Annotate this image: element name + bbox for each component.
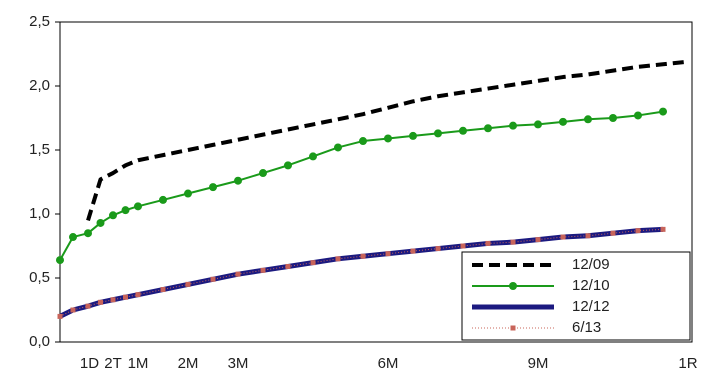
y-tick-label: 0,0	[29, 333, 50, 350]
y-tick-label: 0,5	[29, 269, 50, 286]
data-point	[585, 233, 591, 239]
data-point	[260, 267, 266, 273]
data-point	[435, 246, 441, 252]
x-tick-label: 9M	[528, 355, 549, 372]
data-point	[384, 134, 392, 143]
data-point	[360, 253, 366, 259]
x-tick-label: 6M	[378, 355, 399, 372]
data-point	[334, 143, 342, 152]
data-point	[584, 115, 592, 124]
data-point	[359, 137, 367, 146]
series-line	[86, 59, 689, 221]
data-point	[560, 234, 566, 240]
data-point	[159, 195, 167, 204]
series-line	[59, 110, 664, 261]
legend-label: 12/12	[572, 298, 610, 315]
y-tick-label: 2,5	[29, 13, 50, 30]
data-point	[659, 107, 667, 116]
x-tick-label: 1R	[678, 355, 697, 372]
x-tick-label: 1M	[128, 355, 149, 372]
data-point	[110, 297, 116, 303]
legend-marker	[509, 282, 517, 290]
data-point	[135, 292, 141, 298]
data-point	[509, 121, 517, 130]
data-point	[69, 233, 77, 242]
legend: 12/09 12/10 12/12 6/13	[461, 251, 691, 341]
legend-marker	[510, 325, 516, 331]
data-point	[70, 307, 76, 313]
data-point	[285, 263, 291, 269]
data-point	[85, 303, 91, 309]
data-point	[96, 218, 105, 227]
data-point	[84, 229, 92, 238]
y-tick-label: 2,0	[29, 77, 50, 94]
y-tick-label: 1,5	[29, 141, 50, 158]
data-point	[559, 117, 567, 126]
data-point	[410, 248, 416, 254]
data-point	[160, 287, 166, 293]
data-point	[534, 120, 542, 129]
data-point	[210, 276, 216, 282]
data-point	[510, 239, 516, 245]
data-point	[385, 251, 391, 257]
data-point	[610, 230, 616, 236]
data-point	[185, 281, 191, 287]
data-point	[235, 271, 241, 277]
legend-label: 12/09	[572, 256, 610, 273]
data-point	[660, 226, 666, 232]
data-point	[134, 202, 142, 211]
data-point	[635, 228, 641, 234]
data-point	[56, 256, 64, 265]
legend-label: 6/13	[572, 319, 601, 336]
data-point	[335, 256, 341, 262]
data-point	[184, 189, 192, 198]
x-tick-label: 1D	[80, 355, 99, 372]
legend-label: 12/10	[572, 277, 610, 294]
data-point	[484, 124, 492, 133]
data-point	[109, 211, 117, 220]
data-point	[284, 161, 292, 170]
data-point	[609, 114, 617, 122]
data-point	[535, 237, 541, 243]
x-tick-label: 3M	[228, 355, 249, 372]
data-point	[634, 111, 642, 120]
data-point	[310, 260, 316, 266]
data-point	[234, 176, 242, 185]
data-point	[409, 131, 417, 140]
data-point	[309, 152, 317, 161]
x-tick-label: 2M	[178, 355, 199, 372]
data-point	[98, 299, 103, 305]
data-point	[460, 243, 466, 249]
data-point	[209, 183, 217, 192]
data-point	[259, 169, 267, 178]
x-tick-label: 2T	[104, 355, 122, 372]
data-point	[57, 313, 63, 319]
data-point	[434, 129, 442, 138]
y-tick-label: 1,0	[29, 205, 50, 222]
data-point	[123, 294, 128, 300]
data-point	[121, 206, 130, 215]
data-point	[485, 240, 491, 246]
data-point	[459, 126, 467, 135]
series-line	[59, 228, 664, 317]
